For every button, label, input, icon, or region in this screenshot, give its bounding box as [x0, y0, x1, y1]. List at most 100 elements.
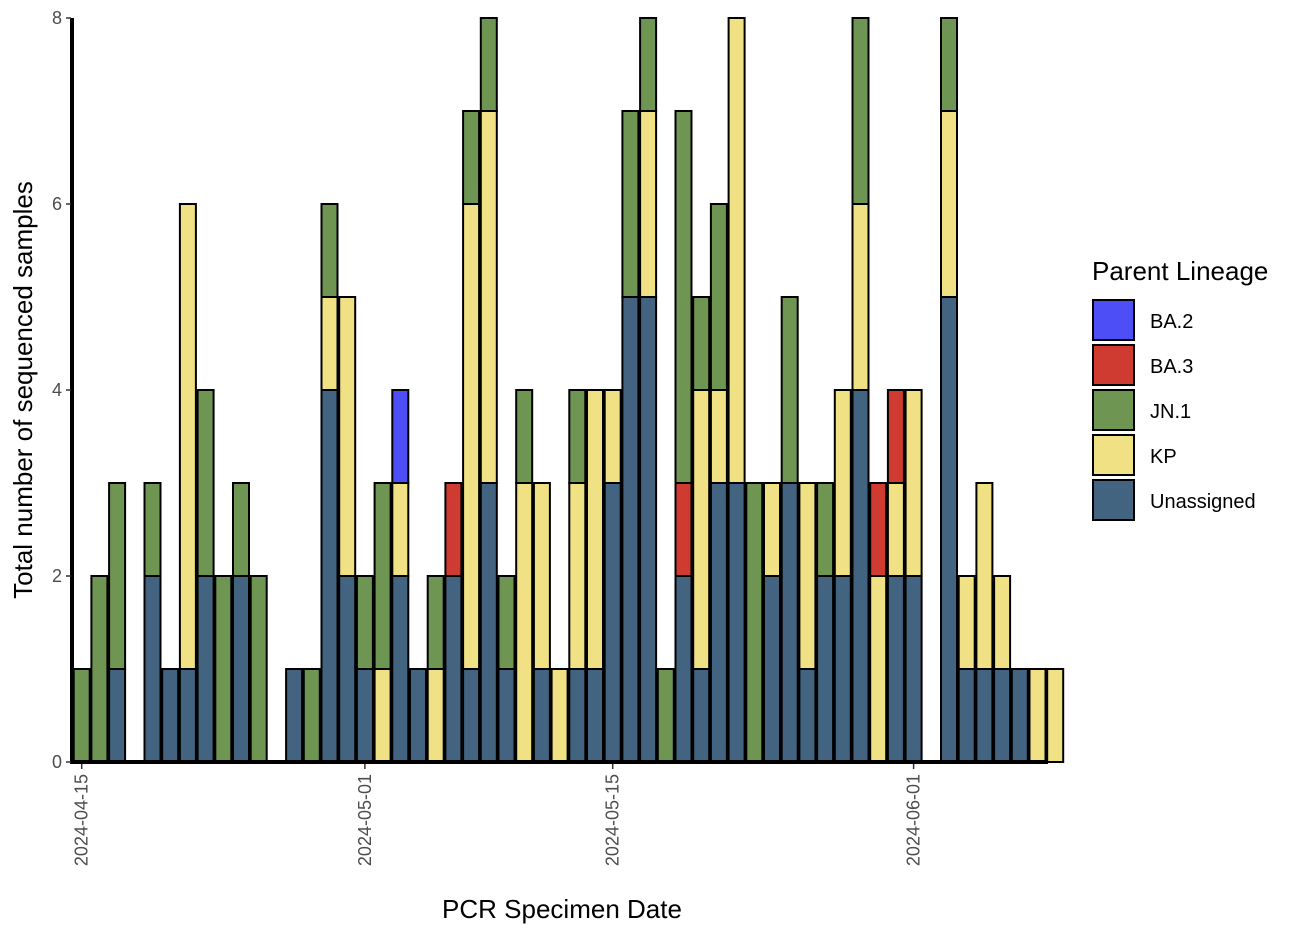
bar-segment-jn1-2024-05-20	[692, 296, 711, 391]
bar-segment-kp-2024-04-30	[338, 296, 357, 577]
bar-segment-kp-2024-05-13	[568, 482, 587, 670]
bar-segment-unassigned-2024-05-21	[709, 482, 728, 763]
legend-label-ba3: BA.3	[1150, 356, 1193, 378]
bar-segment-unassigned-2024-05-17	[639, 296, 658, 763]
bar-segment-kp-2024-05-22	[727, 17, 746, 484]
bar-segment-kp-2024-05-17	[639, 110, 658, 298]
bar-segment-unassigned-2024-05-26	[798, 668, 817, 763]
bar-segment-jn1-2024-04-15	[72, 668, 91, 763]
bar-segment-jn1-2024-05-10	[515, 389, 534, 484]
legend-swatch-kp	[1092, 434, 1135, 476]
bar-segment-jn1-2024-05-25	[780, 296, 799, 484]
y-tick-label: 8	[52, 8, 62, 28]
bar-segment-kp-2024-05-10	[515, 482, 534, 763]
bar-segment-kp-2024-05-24	[763, 482, 781, 577]
bar-segment-unassigned-2024-05-19	[674, 575, 693, 763]
bar-segment-jn1-2024-04-17	[108, 482, 127, 670]
bar-segment-unassigned-2024-05-07	[462, 668, 481, 763]
y-tick-label: 6	[52, 194, 62, 214]
bar-segment-kp-2024-05-03	[391, 482, 410, 577]
bar-segment-jn1-2024-05-09	[497, 575, 516, 670]
bar-segment-jn1-2024-04-16	[90, 575, 109, 763]
x-ticks: 2024-04-15 2024-05-01 2024-05-15 2024-06-01	[72, 764, 924, 866]
bar-segment-unassigned-2024-05-29	[851, 389, 870, 763]
bar-segment-unassigned-2024-04-27	[285, 668, 304, 763]
bar-segment-unassigned-2024-05-20	[692, 668, 711, 763]
bar-segment-ba3-2024-05-30	[869, 482, 888, 577]
y-tick-label: 0	[52, 752, 62, 772]
bar-segment-unassigned-2024-04-19	[143, 575, 162, 763]
bar-segment-unassigned-2024-06-04	[957, 668, 976, 763]
bar-segment-jn1-2024-05-19	[674, 110, 693, 484]
legend-title: Parent Lineage	[1092, 256, 1268, 286]
bar-segment-unassigned-2024-04-24	[232, 575, 250, 763]
bar-segment-unassigned-2024-06-06	[993, 668, 1012, 763]
bar-segment-jn1-2024-05-17	[639, 17, 658, 112]
bar-segment-jn1-2024-04-19	[143, 482, 162, 577]
bars-layer	[72, 17, 1065, 763]
bar-segment-kp-2024-05-12	[550, 668, 569, 763]
bar-segment-ba3-2024-05-19	[674, 482, 693, 577]
x-tick-label: 2024-06-01	[904, 774, 924, 866]
bar-segment-kp-2024-05-07	[462, 203, 481, 670]
legend-swatch-ba2	[1092, 299, 1135, 341]
bar-segment-jn1-2024-04-22	[196, 389, 215, 577]
bar-segment-kp-2024-05-30	[869, 575, 888, 763]
bar-segment-unassigned-2024-04-30	[338, 575, 357, 763]
bar-segment-kp-2024-05-14	[586, 389, 604, 670]
bar-segment-unassigned-2024-05-14	[586, 668, 604, 763]
bar-segment-unassigned-2024-05-08	[479, 482, 498, 763]
y-tick-label: 2	[52, 566, 62, 586]
legend-swatch-jn1	[1092, 389, 1135, 431]
bar-segment-jn1-2024-04-23	[214, 575, 233, 763]
bar-segment-unassigned-2024-05-27	[816, 575, 835, 763]
axes-layer	[70, 18, 1048, 764]
bar-segment-jn1-2024-04-28	[302, 668, 321, 763]
bar-segment-jn1-2024-05-05	[426, 575, 445, 670]
bar-segment-kp-2024-04-21	[178, 203, 197, 670]
bar-segment-jn1-2024-04-25	[249, 575, 268, 763]
bar-segment-unassigned-2024-05-15	[603, 482, 622, 763]
bar-segment-kp-2024-05-29	[851, 203, 870, 391]
bar-segment-jn1-2024-04-24	[232, 482, 250, 577]
bar-segment-kp-2024-06-06	[993, 575, 1012, 670]
bar-segment-ba3-2024-05-06	[444, 482, 463, 577]
y-tick-label: 4	[52, 380, 62, 400]
bar-segment-unassigned-2024-05-01	[355, 668, 374, 763]
bar-segment-jn1-2024-05-16	[621, 110, 640, 298]
bar-segment-jn1-2024-05-29	[851, 17, 870, 205]
bar-segment-kp-2024-05-02	[373, 668, 392, 763]
bar-segment-unassigned-2024-05-06	[444, 575, 463, 763]
bar-segment-unassigned-2024-05-22	[727, 482, 746, 763]
bar-segment-unassigned-2024-05-28	[833, 575, 852, 763]
bar-segment-jn1-2024-05-27	[816, 482, 835, 577]
bar-segment-unassigned-2024-06-03	[940, 296, 958, 763]
bar-segment-jn1-2024-05-13	[568, 389, 587, 484]
bar-segment-jn1-2024-06-03	[940, 17, 958, 112]
bar-segment-unassigned-2024-05-24	[763, 575, 781, 763]
bar-segment-unassigned-2024-06-07	[1010, 668, 1029, 763]
bar-segment-jn1-2024-05-18	[656, 668, 675, 763]
bar-segment-kp-2024-05-15	[603, 389, 622, 484]
legend-label-unassigned: Unassigned	[1150, 491, 1256, 513]
bar-segment-unassigned-2024-05-09	[497, 668, 516, 763]
legend: Parent Lineage BA.2 BA.3 JN.1 KP Unassigned	[1092, 256, 1268, 521]
bar-segment-kp-2024-05-31	[886, 482, 905, 577]
bar-segment-unassigned-2024-04-17	[108, 668, 127, 763]
bar-segment-unassigned-2024-05-11	[532, 668, 551, 763]
bar-segment-kp-2024-05-20	[692, 389, 711, 670]
x-tick-label: 2024-05-15	[603, 774, 623, 866]
bar-segment-unassigned-2024-04-21	[178, 668, 197, 763]
bar-segment-kp-2024-04-29	[320, 296, 339, 391]
bar-segment-jn1-2024-05-08	[479, 17, 498, 112]
bar-segment-unassigned-2024-05-04	[409, 668, 427, 763]
legend-swatch-unassigned	[1092, 479, 1135, 521]
y-ticks: 0 2 4 6 8	[52, 8, 71, 772]
x-axis-title: PCR Specimen Date	[442, 894, 682, 924]
bar-segment-unassigned-2024-04-20	[161, 668, 180, 763]
bar-segment-kp-2024-06-04	[957, 575, 976, 670]
bar-segment-unassigned-2024-04-22	[196, 575, 215, 763]
bar-segment-kp-2024-05-08	[479, 110, 498, 484]
bar-segment-unassigned-2024-05-31	[886, 575, 905, 763]
